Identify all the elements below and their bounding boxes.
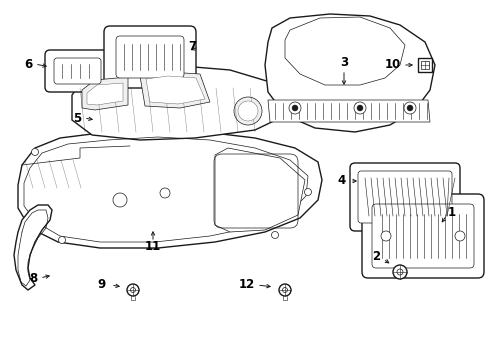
Polygon shape (267, 100, 429, 122)
Circle shape (238, 101, 258, 121)
Polygon shape (146, 76, 204, 104)
Text: 10: 10 (384, 58, 400, 72)
FancyBboxPatch shape (349, 163, 459, 231)
Polygon shape (140, 72, 209, 108)
Circle shape (392, 265, 406, 279)
FancyBboxPatch shape (361, 194, 483, 278)
Circle shape (406, 105, 412, 111)
Text: 11: 11 (144, 240, 161, 253)
FancyBboxPatch shape (54, 58, 101, 84)
Text: 9: 9 (98, 279, 106, 292)
Circle shape (59, 237, 65, 243)
Polygon shape (215, 148, 305, 232)
Text: 8: 8 (29, 271, 37, 284)
Text: 7: 7 (187, 40, 196, 54)
Polygon shape (264, 14, 434, 132)
Polygon shape (285, 17, 404, 85)
Circle shape (380, 231, 390, 241)
Text: 4: 4 (337, 175, 346, 188)
Circle shape (291, 105, 297, 111)
Circle shape (279, 284, 290, 296)
Circle shape (353, 102, 365, 114)
Polygon shape (18, 130, 321, 248)
Text: 2: 2 (371, 249, 379, 262)
Circle shape (113, 193, 127, 207)
Circle shape (130, 288, 135, 292)
Text: 1: 1 (447, 206, 455, 219)
Circle shape (356, 105, 362, 111)
Circle shape (282, 288, 287, 292)
Text: 5: 5 (73, 112, 81, 125)
FancyBboxPatch shape (45, 50, 110, 92)
FancyBboxPatch shape (104, 26, 196, 88)
Circle shape (288, 102, 301, 114)
Circle shape (454, 231, 464, 241)
FancyBboxPatch shape (417, 58, 431, 72)
Polygon shape (87, 83, 123, 105)
Circle shape (396, 269, 402, 275)
Circle shape (304, 189, 311, 195)
FancyBboxPatch shape (420, 61, 428, 69)
Polygon shape (82, 77, 128, 110)
FancyBboxPatch shape (357, 171, 451, 223)
Circle shape (160, 188, 170, 198)
Polygon shape (72, 65, 285, 140)
Circle shape (234, 97, 262, 125)
FancyBboxPatch shape (116, 36, 183, 78)
Circle shape (271, 231, 278, 238)
Text: 3: 3 (339, 57, 347, 69)
Circle shape (31, 148, 39, 156)
Text: 12: 12 (238, 279, 255, 292)
Polygon shape (14, 205, 52, 290)
Circle shape (403, 102, 415, 114)
FancyBboxPatch shape (371, 204, 473, 268)
Text: 6: 6 (24, 58, 32, 71)
Circle shape (127, 284, 139, 296)
